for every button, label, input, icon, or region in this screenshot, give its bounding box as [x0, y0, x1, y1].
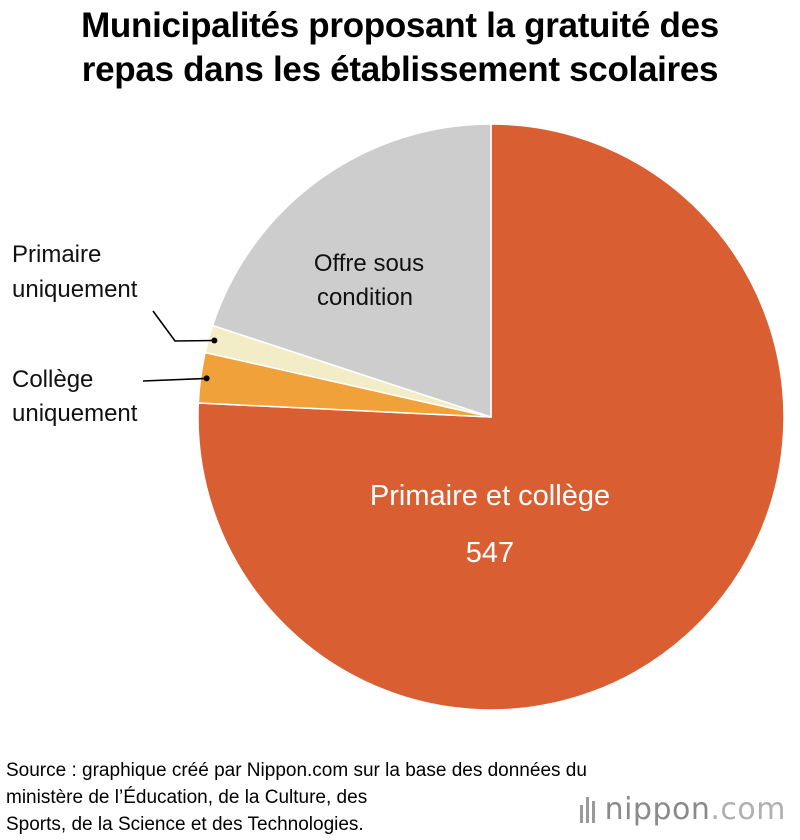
slice-label-primaire-uniquement-line-1: Primaire — [12, 241, 101, 268]
slice-label-offre-sous-condition-line-1: Offre sous — [314, 250, 424, 277]
logo-suffix: .com — [710, 791, 786, 827]
chart-title-line-1: Municipalités proposant la gratuité des — [81, 6, 719, 45]
slice-label-college-uniquement-line-2: uniquement — [12, 400, 138, 427]
chart-title: Municipalités proposant la gratuité des … — [0, 4, 800, 92]
slice-label-primaire-uniquement-line-2: uniquement — [12, 276, 138, 303]
slice-label-offre-sous-condition-line-2: condition — [317, 284, 413, 311]
nippon-logo: nippon .com — [579, 791, 786, 827]
nippon-bars-icon — [579, 795, 595, 823]
slice-label-college-uniquement-line-1: Collège — [12, 366, 93, 393]
chart-title-line-2: repas dans les établissement scolaires — [81, 50, 719, 89]
source-note: Source : graphique créé par Nippon.com s… — [6, 757, 786, 838]
slice-label-primaire-et-college: Primaire et collège — [370, 480, 610, 512]
pie-slice-primaire-et-college — [197, 123, 785, 711]
pie-slice-offre-sous-condition — [211, 123, 492, 418]
source-line-2: ministère de l’Éducation, de la Culture,… — [6, 787, 368, 808]
leader-line-primaire-uniquement — [152, 310, 215, 342]
source-line-3: Sports, de la Science et des Technologie… — [6, 814, 364, 835]
logo-name: nippon — [604, 791, 711, 827]
leader-line-college-uniquement — [142, 377, 207, 382]
leader-dot-college-uniquement — [203, 375, 210, 382]
leader-dot-primaire-uniquement — [211, 337, 218, 344]
source-line-1: Source : graphique créé par Nippon.com s… — [6, 760, 587, 781]
slice-value-primaire-et-college: 547 — [466, 537, 514, 569]
